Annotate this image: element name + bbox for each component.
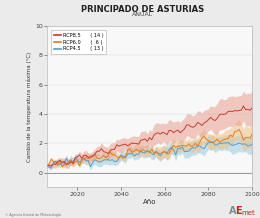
Text: met: met xyxy=(241,210,255,216)
Text: © Agencia Estatal de Meteorología: © Agencia Estatal de Meteorología xyxy=(5,213,61,217)
X-axis label: Año: Año xyxy=(143,199,156,205)
Legend: RCP8.5      ( 14 ), RCP6.0      (  6 ), RCP4.5      ( 13 ): RCP8.5 ( 14 ), RCP6.0 ( 6 ), RCP4.5 ( 13… xyxy=(51,30,107,54)
Y-axis label: Cambio de la temperatura máxima (°C): Cambio de la temperatura máxima (°C) xyxy=(27,52,32,162)
Text: ANUAL: ANUAL xyxy=(132,12,154,17)
Text: PRINCIPADO DE ASTURIAS: PRINCIPADO DE ASTURIAS xyxy=(81,5,205,14)
Text: A: A xyxy=(229,206,236,216)
Text: E: E xyxy=(235,206,242,216)
